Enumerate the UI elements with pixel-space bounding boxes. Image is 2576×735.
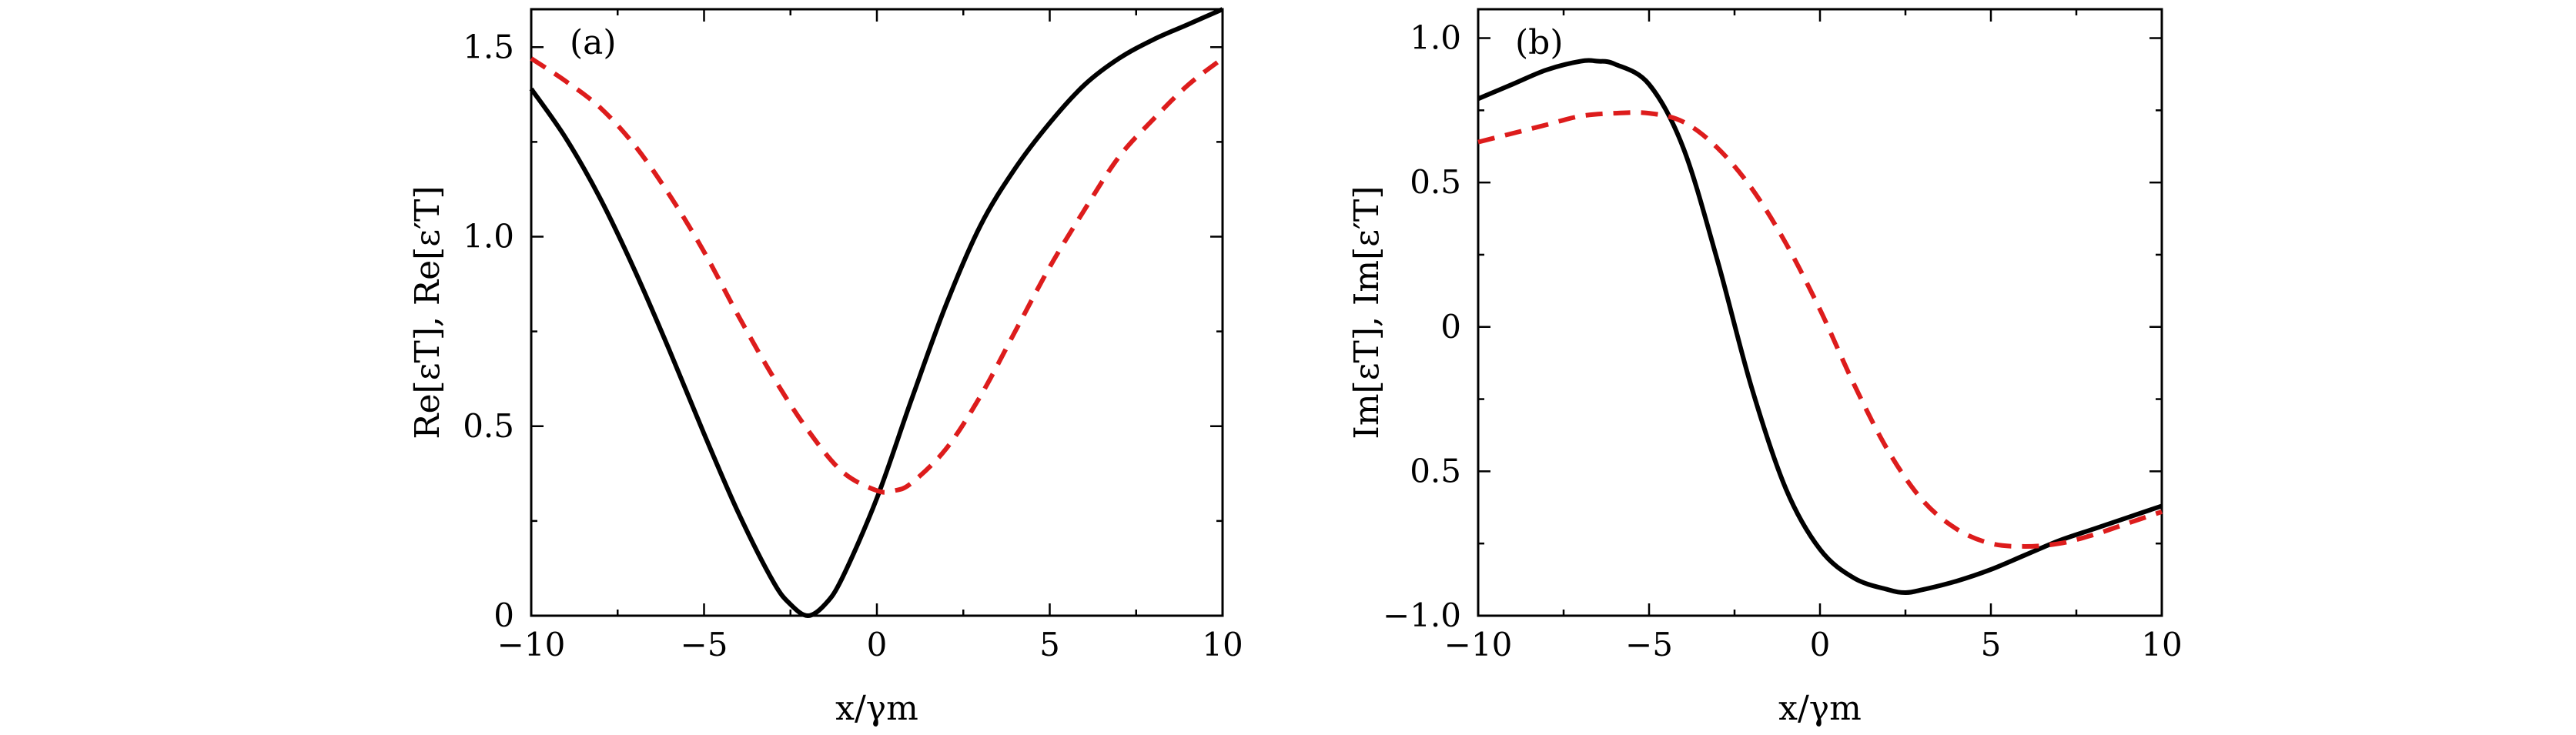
y-tick-label: 1.0 xyxy=(463,218,514,256)
panel-b-ticks xyxy=(1477,9,2163,617)
x-tick-label: −5 xyxy=(681,626,728,663)
y-tick-label: −1.0 xyxy=(1383,596,1461,634)
solid-series-line xyxy=(1477,58,2163,595)
y-tick-label: 0.5 xyxy=(463,407,514,445)
panel-b-tag: (b) xyxy=(1515,23,1564,62)
x-tick-label: −5 xyxy=(1625,626,1673,663)
y-tick-label: 0 xyxy=(1440,308,1461,346)
panel-b-x-axis-label: x/γm xyxy=(1778,689,1862,728)
y-tick-label: 0 xyxy=(493,596,514,634)
x-tick-label: 10 xyxy=(2141,626,2182,663)
panel-a: −10 −5 0 5 10 0 0.5 1.0 1.5 (a) x/γm Re[εT], Re[… xyxy=(408,7,1243,728)
x-tick-label: 10 xyxy=(1202,626,1243,663)
panel-a-frame xyxy=(530,8,1224,617)
solid-series-line xyxy=(529,7,1224,618)
panel-a-tag: (a) xyxy=(570,23,617,62)
y-tick-label: 0.5 xyxy=(1410,452,1461,489)
panel-a-y-axis-label: Re[εT], Re[ε′T] xyxy=(408,185,447,439)
panel-a-plot-area xyxy=(529,7,1224,618)
y-tick-label: 1.5 xyxy=(463,28,514,65)
dashed-series-line xyxy=(530,56,1224,495)
panel-b-plot-area xyxy=(1477,58,2163,595)
x-tick-label: −10 xyxy=(1444,626,1513,663)
x-tick-label: 0 xyxy=(867,626,888,663)
panel-b-y-axis-label: Im[εT], Im[ε′T] xyxy=(1347,185,1387,439)
panel-a-tick-labels: −10 −5 0 5 10 0 0.5 1.0 1.5 xyxy=(463,28,1243,663)
dashed-series-line xyxy=(1477,110,2163,549)
panel-b: −10 −5 0 5 10 −1.0 0.5 0 0.5 1.0 (b) x/γm Im[εT],… xyxy=(1347,8,2183,728)
x-tick-label: 5 xyxy=(1039,626,1060,663)
panel-a-x-axis-label: x/γm xyxy=(835,689,918,728)
x-tick-label: 5 xyxy=(1981,626,2002,663)
panel-b-tick-labels: −10 −5 0 5 10 −1.0 0.5 0 0.5 1.0 xyxy=(1383,19,2183,663)
y-tick-label: 1.0 xyxy=(1410,19,1461,57)
y-tick-label: 0.5 xyxy=(1410,163,1461,201)
panel-a-ticks xyxy=(530,9,1224,617)
x-tick-label: 0 xyxy=(1810,626,1831,663)
x-tick-label: −10 xyxy=(497,626,566,663)
